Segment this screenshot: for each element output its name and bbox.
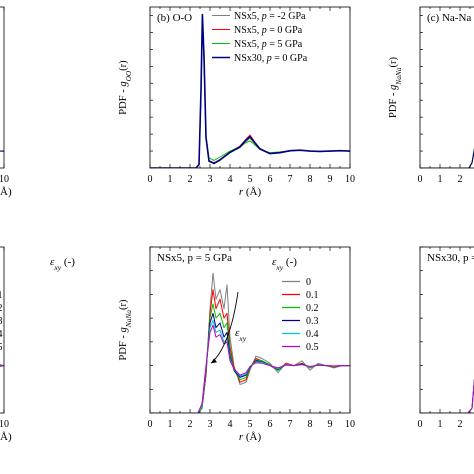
- legend-entry: 0.1: [0, 290, 3, 301]
- legend-entry: 0.3: [306, 316, 319, 327]
- series-line-0: [420, 380, 474, 413]
- series-group: [150, 13, 350, 168]
- legend-entry: 0: [306, 277, 311, 288]
- series-group: [150, 272, 350, 413]
- x-axis-label-fragment: Å): [0, 431, 12, 443]
- x-tick-label: 10: [0, 419, 9, 430]
- series-line-0.2: [150, 303, 350, 413]
- x-tick-label: 1: [168, 174, 173, 185]
- series-line-0.1: [420, 380, 474, 413]
- series-line-0.3: [150, 312, 350, 413]
- legend-entry: 0.1: [306, 290, 319, 301]
- series-line-0.3: [420, 378, 474, 413]
- x-tick-label: 5: [248, 174, 253, 185]
- x-tick-label: 4: [228, 419, 233, 430]
- x-tick-label: 2: [188, 174, 193, 185]
- chart-panel-nsx30-partial: 0123NSx30, p = 0: [418, 246, 474, 430]
- x-tick-label: 6: [268, 174, 273, 185]
- x-tick-label: 9: [328, 174, 333, 185]
- x-tick-label: 6: [268, 419, 273, 430]
- x-tick-label: 2: [458, 419, 463, 430]
- x-tick-label: 5: [248, 419, 253, 430]
- x-tick-label: 3: [208, 174, 213, 185]
- chart-panel-b-oo: 0 1 2 3 4 5 6 7 8 9 10 r (Å) PDF - gOO(r) (b) O-O NSx5…: [118, 6, 355, 198]
- x-axis-label: r (Å): [239, 186, 262, 198]
- series-line-3: [0, 150, 4, 152]
- x-tick-label: 0: [148, 419, 153, 430]
- legend-entry: 0.2: [306, 303, 319, 314]
- x-tick-label: 3: [208, 419, 213, 430]
- arrow-label: εxy: [235, 327, 247, 343]
- legend-entry: 0.3: [0, 316, 3, 327]
- legend-entry: 0.4: [0, 329, 3, 340]
- y-axis-label: PDF - gNaNa(r): [388, 57, 403, 118]
- plot-frame: [0, 6, 5, 169]
- x-tick-label: 1: [168, 419, 173, 430]
- legend-entry: 0.5: [306, 342, 319, 353]
- series-line-0.5: [420, 378, 474, 413]
- series-line-0.5: [150, 324, 350, 413]
- series-group: [420, 147, 474, 168]
- y-axis-label: PDF - gOO(r): [118, 60, 133, 115]
- x-tick-label: 7: [288, 174, 293, 185]
- series-line-0: [420, 150, 474, 168]
- series-line-0.2: [420, 378, 474, 413]
- series-line-2: [420, 147, 474, 168]
- plot-frame: [149, 246, 351, 414]
- chart-panel-bottom-left-partial: 5678910Å)εxy (-)00.10.20.30.40.5: [0, 246, 75, 443]
- x-tick-label: 2: [458, 174, 463, 185]
- series-line-0.5: [0, 365, 4, 367]
- series-group: [0, 150, 4, 152]
- plot-frame: [0, 246, 5, 414]
- legend-entry: 0.4: [306, 329, 319, 340]
- series-line-0.4: [420, 378, 474, 413]
- legend-entry: NSx5, p = 5 GPa: [234, 39, 303, 50]
- x-tick-label: 4: [228, 174, 233, 185]
- legend-title: εxy (-): [50, 256, 75, 272]
- x-tick-label: 0: [418, 419, 423, 430]
- x-tick-label: 8: [308, 174, 313, 185]
- panel-label: NSx30, p = 0: [427, 252, 474, 264]
- chart-panel-top-left-partial: 5678910Å): [0, 6, 12, 198]
- y-axis-label: PDF - gNaNa(r): [118, 299, 133, 360]
- plot-frame: [419, 246, 474, 414]
- chart-panel-c-nana-partial: 0123PDF - gNaNa(r)(c) Na-Na: [388, 6, 474, 185]
- panel-label: NSx5, p = 5 GPa: [157, 252, 232, 264]
- x-tick-label: 1: [438, 174, 443, 185]
- legend-entry: 0.5: [0, 342, 3, 353]
- legend-entry: NSx5, p = -2 GPa: [234, 11, 306, 22]
- x-tick-label: 2: [188, 419, 193, 430]
- panel-label: (b) O-O: [157, 12, 192, 24]
- x-tick-label: 0: [148, 174, 153, 185]
- x-tick-label: 0: [418, 174, 423, 185]
- x-tick-label: 7: [288, 419, 293, 430]
- x-tick-label: 10: [345, 419, 355, 430]
- chart-panel-nsx5-5gpa-nana: 0 1 2 3 4 5 6 7 8 9 10 r (Å) PDF - gNaNa(r) NSx5, p =…: [118, 246, 355, 443]
- plot-frame: [419, 6, 474, 169]
- series-line-NSx30, p = 0 GPa: [150, 13, 350, 168]
- series-group: [0, 364, 4, 367]
- legend-title: εxy (-): [272, 256, 297, 272]
- legend-entry: NSx5, p = 0 GPa: [234, 25, 303, 36]
- x-axis-label-fragment: Å): [0, 186, 12, 198]
- legend-entry: 0.2: [0, 303, 3, 314]
- panel-label: (c) Na-Na: [427, 12, 471, 24]
- series-line-1: [420, 148, 474, 168]
- series-line-3: [420, 148, 474, 168]
- x-tick-label: 9: [328, 419, 333, 430]
- series-line-0.1: [150, 289, 350, 413]
- series-group: [420, 378, 474, 413]
- x-tick-label: 8: [308, 419, 313, 430]
- x-tick-label: 10: [345, 174, 355, 185]
- legend-entry: NSx30, p = 0 GPa: [234, 53, 308, 64]
- x-tick-label: 10: [0, 174, 9, 185]
- series-line-0.2: [0, 364, 4, 367]
- strain-arrowhead: [211, 358, 217, 364]
- x-axis-label: r (Å): [239, 431, 262, 443]
- x-tick-label: 1: [438, 419, 443, 430]
- series-line-0: [150, 272, 350, 413]
